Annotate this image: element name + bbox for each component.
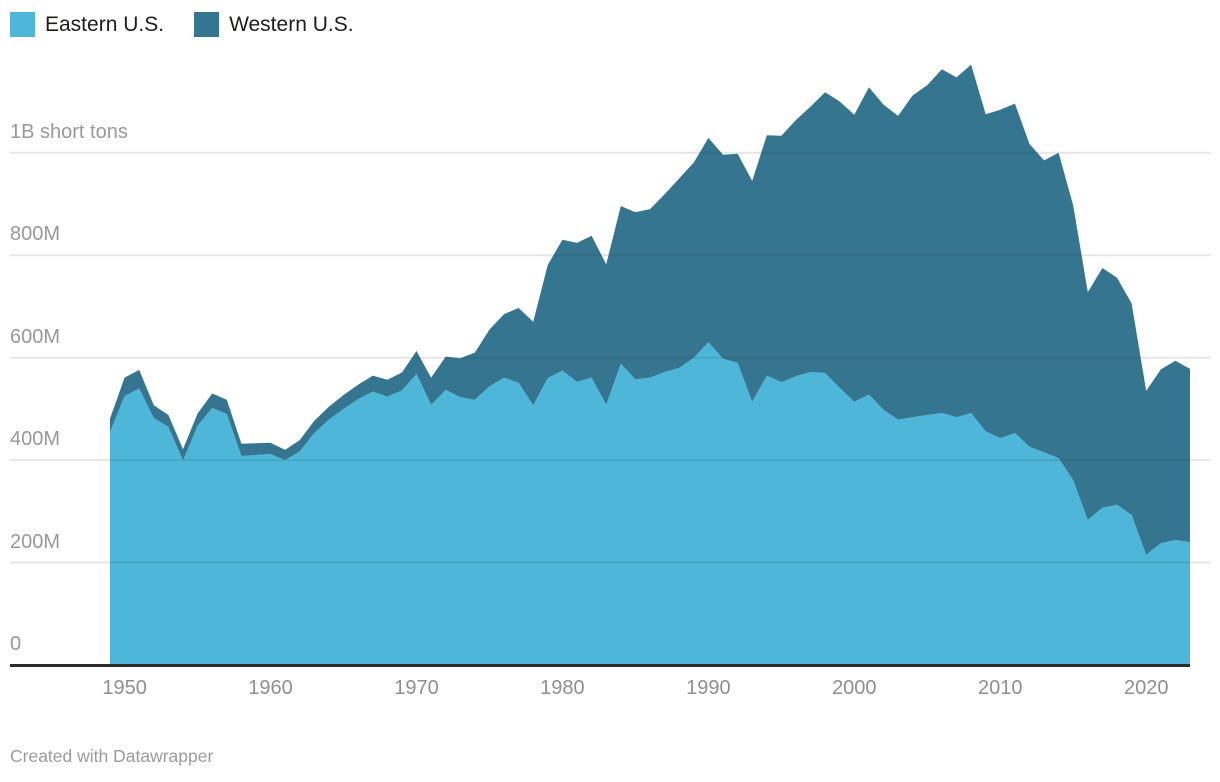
x-tick-label: 2010 (978, 677, 1023, 699)
legend-item-eastern: Eastern U.S. (10, 12, 164, 37)
x-tick-label: 2020 (1123, 677, 1169, 699)
legend-item-western: Western U.S. (194, 12, 354, 37)
y-tick-label: 800M (10, 223, 61, 246)
y-tick-label: 1B short tons (10, 120, 128, 143)
legend: Eastern U.S. Western U.S. (10, 12, 354, 37)
y-tick-label: 200M (10, 530, 61, 553)
eastern-swatch-icon (10, 12, 35, 37)
x-tick-label: 1990 (686, 677, 731, 699)
legend-label-western: Western U.S. (229, 13, 354, 36)
footer-credit: Created with Datawrapper (10, 746, 214, 766)
x-tick-label: 2000 (832, 677, 877, 699)
legend-label-eastern: Eastern U.S. (45, 13, 165, 36)
western-swatch-icon (194, 12, 220, 37)
y-tick-label: 600M (10, 325, 61, 348)
y-tick-label: 0 (10, 633, 22, 655)
western-area (110, 64, 1190, 555)
x-tick-label: 1980 (540, 677, 585, 699)
y-tick-label: 400M (10, 428, 61, 451)
x-tick-label: 1970 (394, 677, 439, 699)
eastern-area (110, 342, 1190, 665)
x-tick-label: 1960 (248, 677, 293, 699)
x-tick-label: 1950 (102, 677, 147, 699)
